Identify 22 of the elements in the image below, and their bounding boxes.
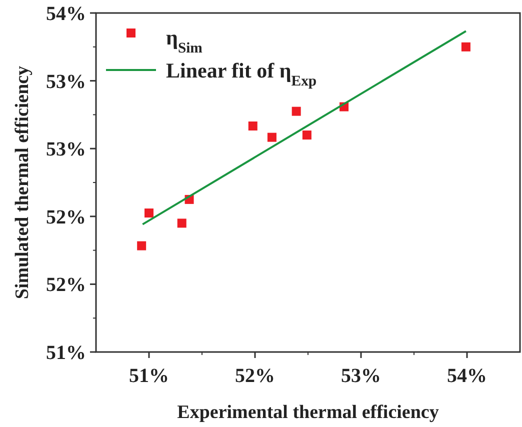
x-tick-label: 54% [447, 365, 487, 387]
y-tick-label: 54% [46, 3, 86, 25]
y-tick-label: 52% [46, 274, 86, 296]
y-tick-label: 53% [46, 138, 86, 161]
point [144, 208, 154, 218]
x-tick-label: 53% [341, 365, 381, 387]
point [292, 106, 301, 116]
x-axis-title: Experimental thermal efficiency [177, 402, 440, 423]
x-tick-label: 51% [129, 365, 169, 387]
y-tick-label: 53% [46, 70, 86, 93]
y-axis-title: Simulated thermal efficiency [12, 65, 33, 300]
x-tick-label: 52% [235, 365, 275, 387]
point [177, 218, 186, 228]
legend-label: η$_{Sim}$ [166, 25, 202, 56]
point [248, 122, 258, 130]
legend-label: Linear fit of η$_{Exp}$ [166, 58, 317, 90]
point [461, 42, 470, 52]
point [137, 241, 146, 250]
point [302, 130, 312, 140]
y-tick-label: 51% [46, 342, 86, 364]
y-tick-label: 52% [46, 206, 86, 228]
point [267, 132, 276, 142]
